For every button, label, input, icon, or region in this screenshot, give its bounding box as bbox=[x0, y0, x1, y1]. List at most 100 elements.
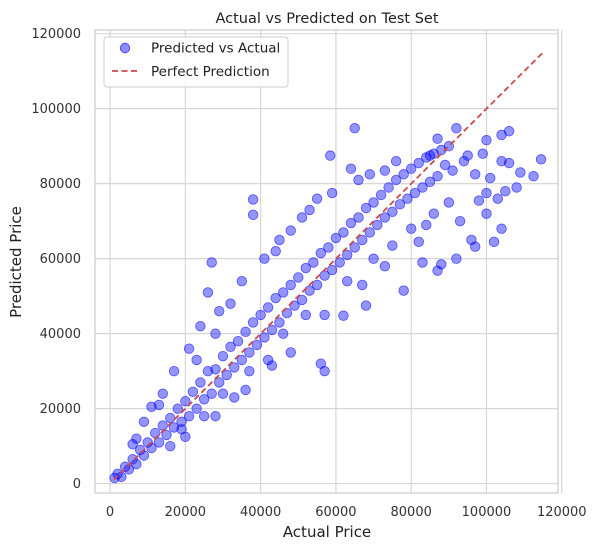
data-point bbox=[488, 236, 500, 248]
data-point bbox=[387, 206, 398, 218]
data-point bbox=[180, 431, 191, 442]
data-point bbox=[221, 369, 232, 381]
data-point bbox=[296, 294, 308, 306]
data-point bbox=[424, 150, 436, 161]
data-point bbox=[311, 193, 323, 204]
data-point bbox=[345, 217, 357, 229]
x-axis-title: Actual Price bbox=[283, 523, 371, 541]
data-point bbox=[232, 335, 244, 347]
data-point bbox=[473, 195, 485, 206]
data-point bbox=[413, 236, 424, 248]
data-point bbox=[304, 204, 315, 216]
data-point bbox=[206, 257, 217, 268]
x-tick-label: 60000 bbox=[315, 505, 356, 520]
data-point bbox=[138, 416, 150, 427]
data-point bbox=[191, 403, 202, 414]
data-point bbox=[492, 193, 503, 204]
data-point bbox=[247, 317, 259, 328]
data-point bbox=[402, 193, 413, 204]
data-point bbox=[439, 159, 451, 171]
data-point bbox=[165, 440, 176, 452]
data-point bbox=[458, 156, 470, 167]
y-tick-label: 40000 bbox=[40, 327, 81, 342]
data-point bbox=[217, 388, 229, 399]
data-point bbox=[198, 394, 210, 405]
data-point bbox=[153, 437, 165, 448]
data-point bbox=[131, 433, 142, 444]
x-tick-label: 40000 bbox=[240, 505, 281, 520]
x-tick-label: 100000 bbox=[462, 505, 512, 520]
data-point bbox=[278, 328, 289, 339]
data-point bbox=[247, 194, 259, 205]
data-point bbox=[349, 123, 360, 134]
data-point bbox=[266, 324, 278, 336]
data-point bbox=[387, 240, 398, 251]
data-point bbox=[229, 362, 240, 373]
data-point bbox=[417, 257, 428, 268]
data-point bbox=[481, 135, 492, 146]
data-point bbox=[229, 392, 240, 403]
legend-box bbox=[103, 36, 289, 88]
data-point bbox=[432, 133, 443, 144]
data-point bbox=[417, 182, 428, 193]
data-point bbox=[338, 310, 349, 321]
data-point bbox=[274, 234, 285, 246]
data-point bbox=[319, 309, 330, 321]
y-axis-ticks: 0 20000 40000 60000 80000 100000 120000 bbox=[31, 27, 81, 492]
data-point bbox=[202, 287, 214, 298]
data-point bbox=[390, 156, 402, 167]
x-tick-label: 20000 bbox=[165, 505, 206, 520]
data-point bbox=[270, 292, 281, 304]
y-axis-title: Predicted Price bbox=[7, 206, 25, 318]
data-point bbox=[398, 169, 409, 180]
data-point bbox=[342, 275, 353, 287]
data-point bbox=[191, 354, 202, 366]
data-point bbox=[353, 212, 364, 223]
data-point bbox=[210, 410, 221, 422]
data-point bbox=[217, 350, 229, 362]
data-point bbox=[535, 154, 547, 165]
data-point bbox=[496, 223, 507, 234]
data-point bbox=[390, 174, 402, 186]
legend-marker-scatter bbox=[119, 42, 131, 54]
data-point bbox=[360, 300, 372, 311]
data-point bbox=[270, 245, 281, 257]
data-point bbox=[131, 458, 142, 470]
data-point bbox=[225, 341, 236, 352]
data-point bbox=[357, 234, 368, 246]
data-point bbox=[183, 343, 195, 354]
data-point bbox=[451, 123, 462, 134]
data-point bbox=[180, 395, 191, 407]
data-point bbox=[214, 377, 225, 388]
data-point bbox=[342, 249, 353, 261]
data-point bbox=[481, 187, 492, 199]
data-point bbox=[379, 165, 391, 176]
data-point bbox=[244, 347, 255, 358]
data-point bbox=[240, 326, 251, 337]
data-point bbox=[259, 253, 270, 264]
chart-title: Actual vs Predicted on Test Set bbox=[215, 11, 438, 27]
data-point bbox=[454, 215, 466, 227]
y-tick-label: 0 bbox=[73, 477, 81, 492]
data-point bbox=[325, 150, 336, 161]
data-point bbox=[210, 328, 221, 339]
data-point bbox=[503, 126, 515, 137]
data-point bbox=[153, 399, 165, 411]
data-point bbox=[285, 225, 296, 236]
data-point bbox=[394, 199, 406, 210]
y-tick-label: 60000 bbox=[40, 252, 81, 267]
data-point bbox=[274, 317, 285, 328]
data-point bbox=[262, 354, 274, 366]
data-point bbox=[409, 187, 421, 199]
x-axis-ticks: 0 20000 40000 60000 80000 100000 120000 bbox=[106, 505, 587, 520]
data-point bbox=[345, 163, 357, 174]
data-point bbox=[447, 165, 458, 176]
data-point bbox=[515, 167, 526, 178]
data-point bbox=[165, 412, 176, 424]
data-point bbox=[379, 260, 391, 272]
data-point bbox=[195, 377, 206, 388]
data-point bbox=[364, 227, 375, 238]
data-point bbox=[462, 150, 473, 161]
data-point bbox=[187, 386, 199, 397]
